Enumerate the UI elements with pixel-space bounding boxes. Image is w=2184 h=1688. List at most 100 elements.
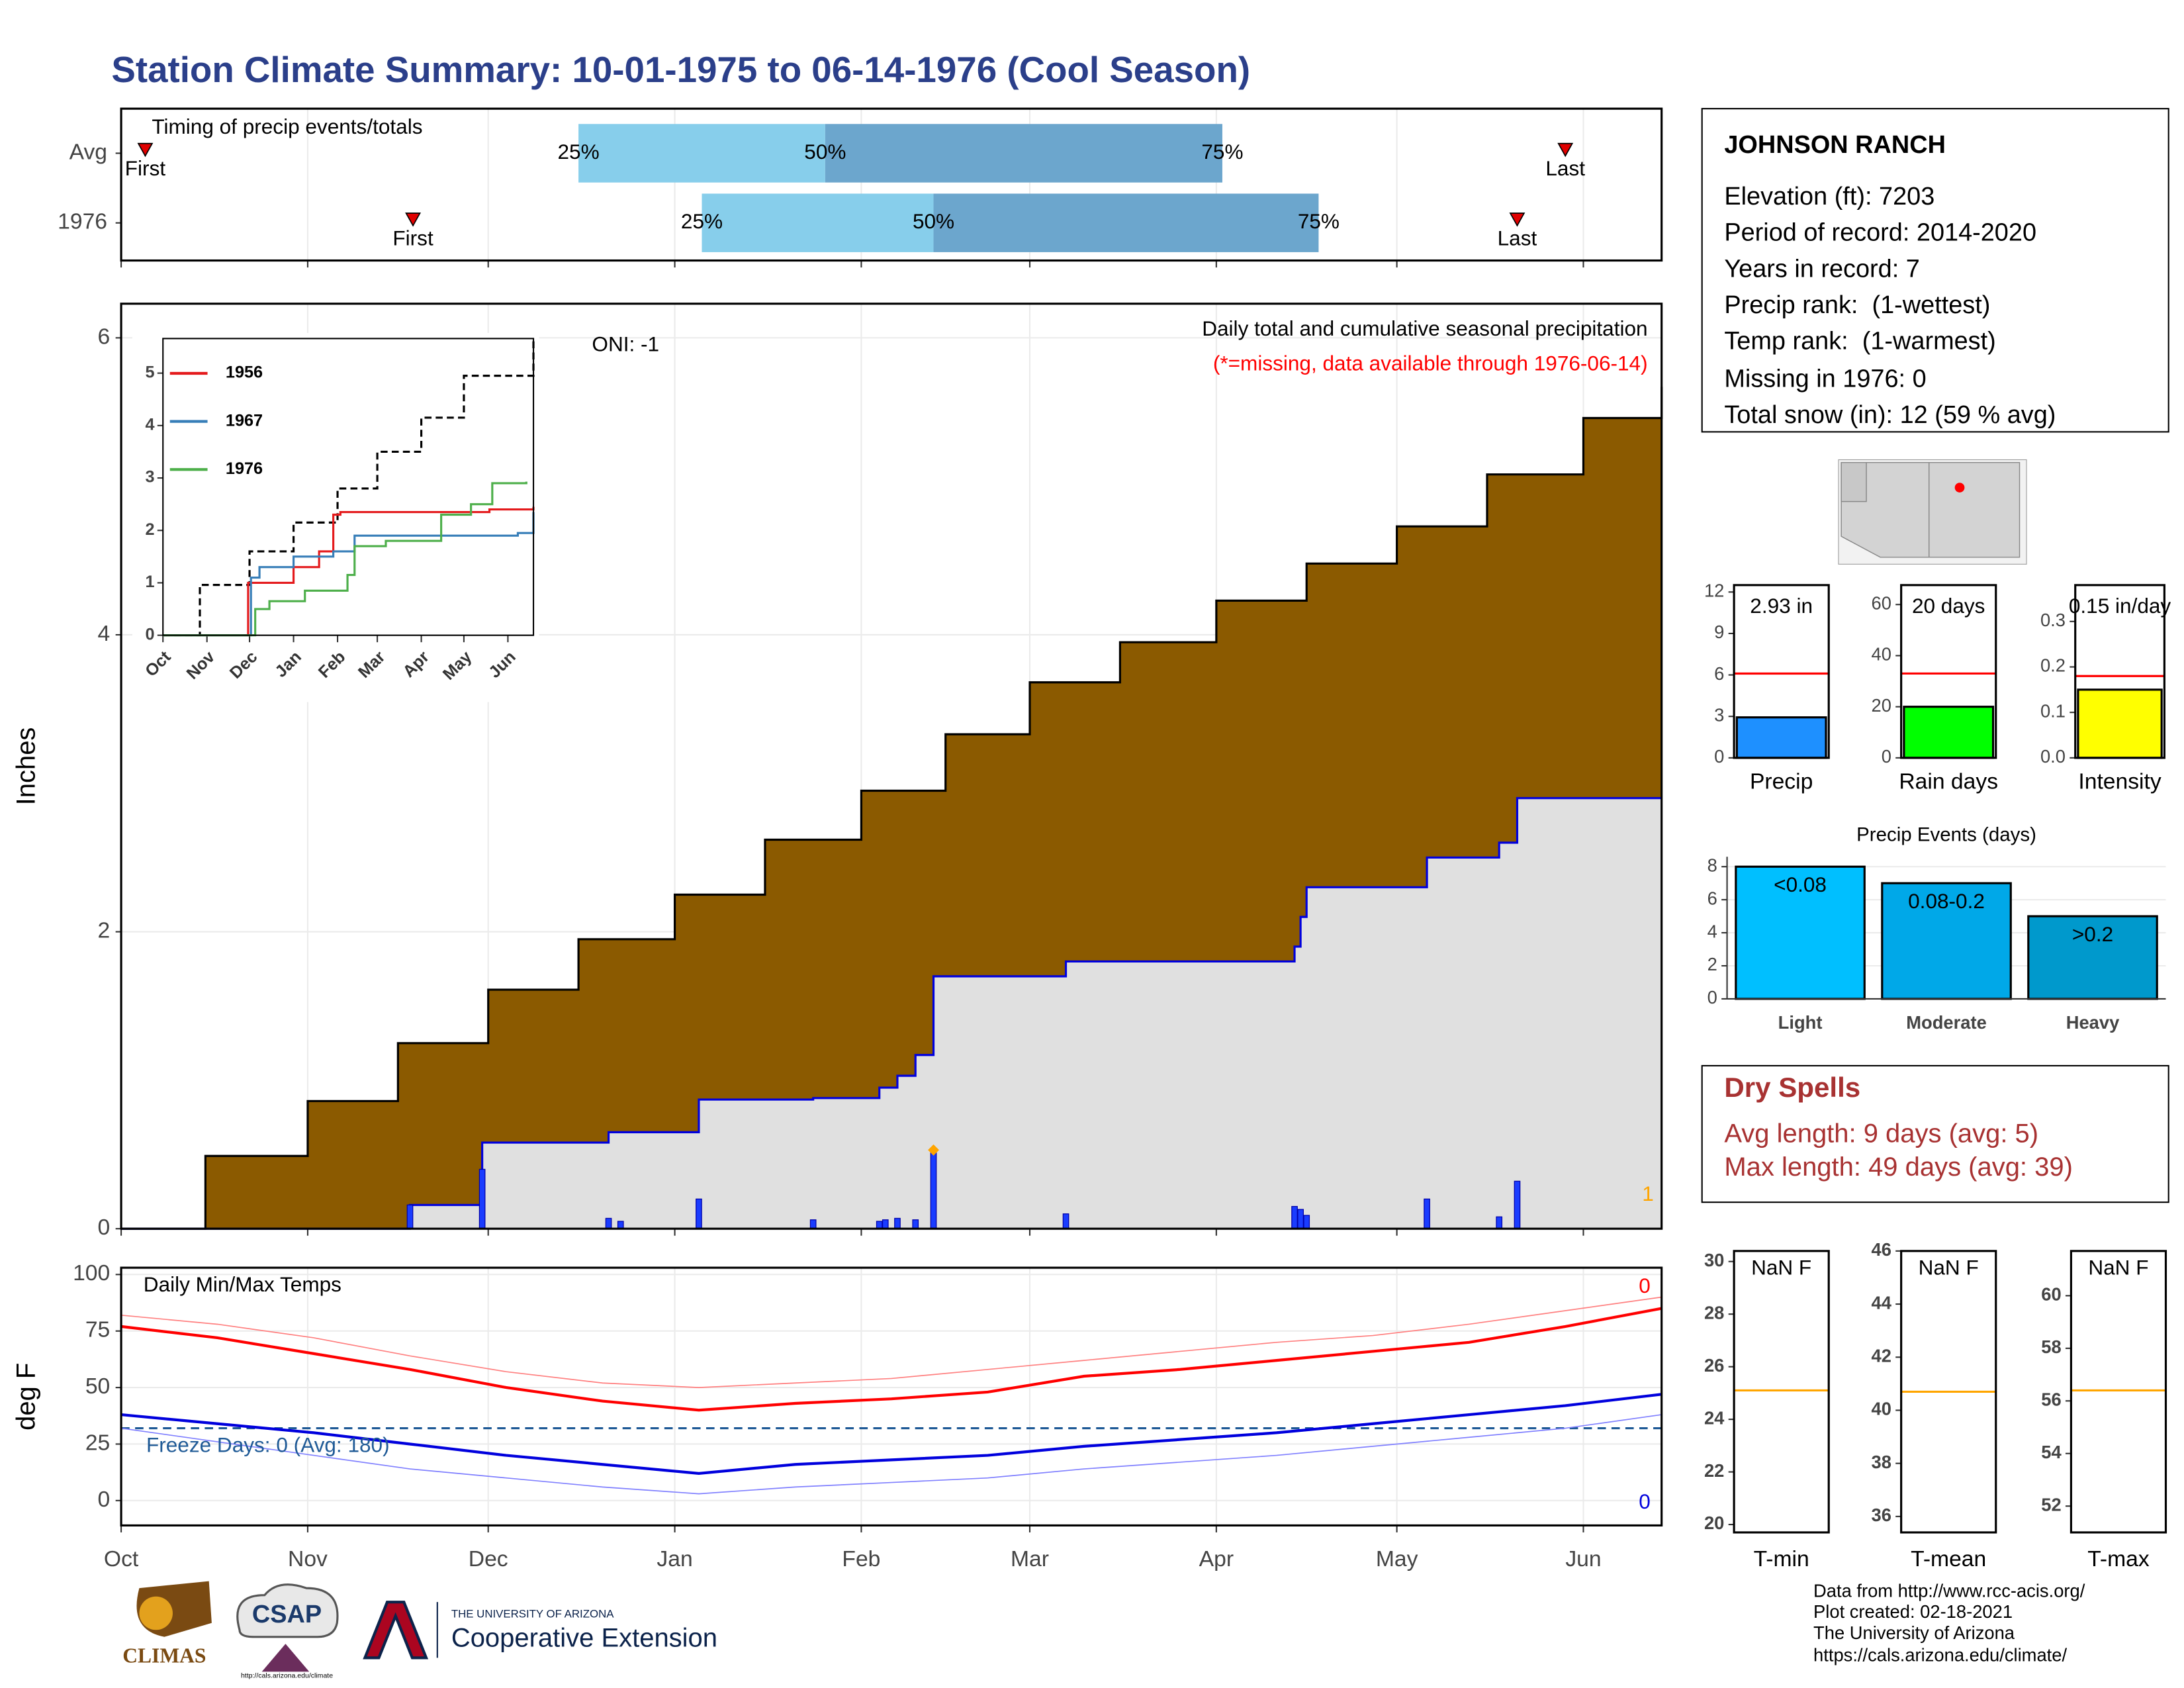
y-tick-label: 22 [1704, 1460, 1724, 1481]
csap-logo-text: CSAP [252, 1601, 322, 1628]
state-shape [1841, 461, 1867, 502]
quartile-bar [702, 193, 934, 252]
page-title: Station Climate Summary: 10-01-1975 to 0… [111, 49, 1250, 90]
legend-label: 1976 [226, 459, 263, 478]
y-tick-label: 2 [1707, 954, 1717, 974]
daily-bar [1291, 1205, 1298, 1229]
x-tick-label: Heavy [2066, 1012, 2120, 1033]
y-tick-label: 0 [1707, 987, 1717, 1008]
dry-spells-box [1701, 1064, 2169, 1203]
x-tick-label: Intensity [2078, 770, 2161, 794]
layout: Station Climate Summary: 10-01-1975 to 0… [12, 49, 2171, 1680]
bin-label: >0.2 [2072, 922, 2113, 946]
season-area [121, 798, 1662, 1229]
bar [1735, 865, 1866, 1000]
bar [1881, 882, 2012, 1000]
y-tick-label: 26 [1704, 1355, 1724, 1376]
plot-frame [1900, 584, 1997, 759]
daily-bar [1062, 1213, 1069, 1229]
x-tick-label: T-min [1754, 1547, 1809, 1571]
y-tick-label: 0.3 [2040, 610, 2066, 630]
daily-bar [882, 1219, 889, 1229]
chart-title: Precip Events (days) [1856, 823, 2036, 845]
y-tick-label: 6 [1707, 888, 1717, 908]
quartile-bar [825, 124, 1222, 183]
quartile-label: 75% [1201, 140, 1243, 164]
y-tick-label: 4 [1707, 921, 1717, 941]
daily-bar [1496, 1216, 1503, 1229]
y-tick-label: 46 [1871, 1239, 1891, 1260]
dry-spells-line: Avg length: 9 days (avg: 5) [1724, 1119, 2038, 1149]
right-label: 0 [1639, 1489, 1651, 1513]
y-tick-label: 2 [146, 520, 155, 539]
y-tick-label: 42 [1871, 1345, 1891, 1366]
y-tick-label: 25 [85, 1430, 110, 1455]
y-axis-label: Inches [12, 727, 41, 806]
y-tick-label: 28 [1704, 1302, 1724, 1323]
daily-bar [1424, 1198, 1430, 1229]
y-tick-label: 3 [146, 468, 155, 487]
y-tick-label: 24 [1704, 1407, 1725, 1428]
value-label: NaN F [1919, 1256, 1979, 1280]
y-tick-label: 1 [146, 573, 155, 591]
daily-bar [605, 1217, 612, 1229]
legend-label: 1967 [226, 411, 263, 430]
y-tick-label: 0 [1882, 746, 1891, 767]
plot-frame [1733, 584, 1830, 759]
value-label: NaN F [1751, 1256, 1811, 1280]
y-tick-label: 4 [98, 622, 111, 646]
csap-cloud [236, 1583, 339, 1638]
footer-line: https://cals.arizona.edu/climate/ [1813, 1644, 2067, 1665]
quartile-bar [578, 124, 825, 183]
max-marker [928, 1144, 939, 1156]
station-box [1701, 108, 2169, 433]
y-tick-label: 50 [85, 1374, 110, 1399]
y-tick-label: 44 [1871, 1292, 1891, 1313]
daily-bar [406, 1204, 414, 1229]
bar [2027, 915, 2158, 1000]
y-tick-label: 52 [2041, 1494, 2061, 1515]
dry-spells-line: Max length: 49 days (avg: 39) [1724, 1152, 2073, 1182]
y-tick-label: 36 [1871, 1505, 1891, 1525]
chart-subtitle: (*=missing, data available through 1976-… [1213, 352, 1648, 375]
y-axis-label: deg F [12, 1363, 41, 1430]
x-tick-label: Oct [104, 1547, 139, 1571]
footer-line: Plot created: 02-18-2021 [1813, 1601, 2013, 1622]
quartile-bar [933, 193, 1319, 252]
event-marker [137, 142, 154, 158]
event-marker [405, 212, 422, 227]
y-tick-label: 0 [98, 1487, 111, 1512]
plot-frame [120, 303, 1663, 1230]
y-tick-label: 60 [2041, 1284, 2061, 1305]
bar [1903, 706, 1995, 759]
daily-bar [809, 1219, 817, 1229]
y-tick-label: 20 [1871, 695, 1891, 716]
bar [1735, 716, 1827, 759]
event-label: Last [1498, 226, 1537, 250]
extension-text: Cooperative Extension [451, 1624, 717, 1653]
panel-title: Timing of precip events/totals [152, 115, 422, 138]
inset-background [132, 332, 539, 702]
station-line: Precip rank: (1-wettest) [1724, 291, 1990, 319]
x-tick-label: Apr [1199, 1547, 1234, 1571]
daily-bar [478, 1168, 486, 1229]
row-label: Avg [69, 140, 107, 164]
y-tick-label: 54 [2041, 1442, 2062, 1462]
y-tick-label: 60 [1871, 592, 1891, 613]
y-tick-label: 38 [1871, 1452, 1891, 1472]
station-line: Missing in 1976: 0 [1724, 365, 1926, 393]
value-label: 0.15 in/day [2069, 594, 2171, 618]
y-tick-label: 6 [1714, 663, 1724, 684]
quartile-label: 25% [681, 209, 723, 233]
plot-frame [120, 107, 1663, 262]
y-tick-label: 0 [146, 625, 155, 643]
y-tick-label: 0 [98, 1215, 111, 1240]
footer-line: Data from http://www.rcc-acis.org/ [1813, 1581, 2085, 1601]
csap-mountain [261, 1644, 310, 1672]
y-tick-label: 40 [1871, 644, 1891, 665]
chart-title: Daily total and cumulative seasonal prec… [1202, 316, 1647, 340]
x-tick-label: Nov [288, 1547, 328, 1571]
average-line [121, 387, 1663, 1230]
x-tick-label: Mar [1011, 1547, 1049, 1571]
